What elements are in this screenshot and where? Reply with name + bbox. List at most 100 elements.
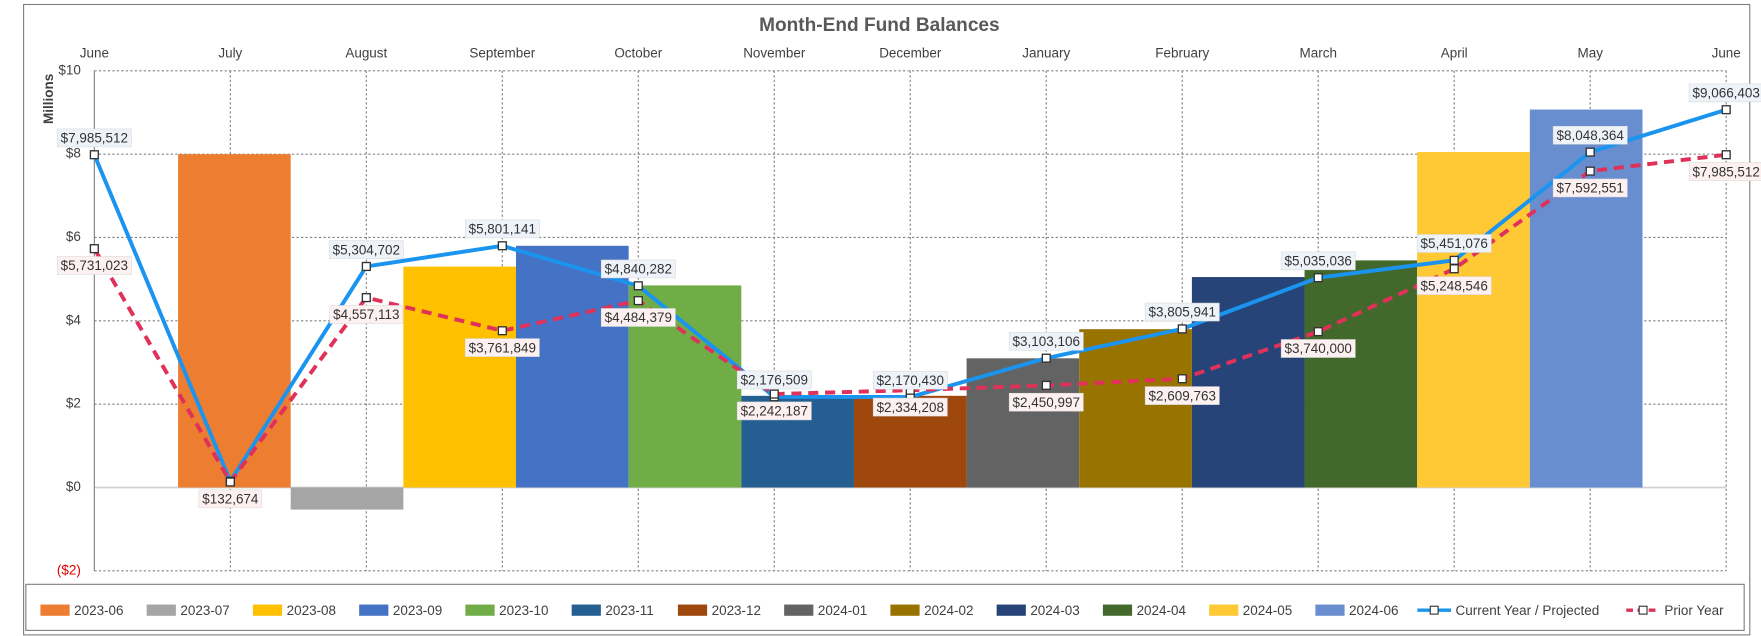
data-label-bg: [1552, 178, 1628, 198]
y-tick-label: $6: [66, 229, 81, 244]
data-label-bg: [600, 308, 676, 327]
data-label: $2,609,763: [1149, 388, 1216, 403]
legend-label: 2024-01: [818, 603, 867, 618]
legend-marker: [1429, 605, 1439, 615]
line-marker: [1177, 324, 1187, 334]
y-tick-label: $4: [66, 312, 81, 327]
legend-label: 2024-04: [1137, 603, 1187, 618]
data-label-bg: [872, 370, 948, 390]
legend-swatch: [359, 604, 389, 616]
x-tick-label: May: [1577, 45, 1603, 60]
data-label-bg: [1416, 276, 1492, 295]
line-marker: [1449, 264, 1459, 274]
line-marker: [361, 292, 371, 303]
x-tick-label: July: [218, 45, 242, 60]
legend-label: 2023-10: [499, 603, 548, 618]
data-label-bg: [464, 219, 540, 239]
legend-label: 2024-03: [1030, 603, 1079, 618]
data-label-bg: [1280, 339, 1356, 358]
x-tick-label: November: [743, 45, 806, 60]
line-marker: [1177, 374, 1187, 384]
legend-label: 2023-08: [287, 603, 336, 618]
data-label-bg: [1144, 386, 1220, 405]
data-label-bg: [56, 256, 132, 275]
line-marker: [769, 389, 779, 399]
data-label-bg: [1144, 302, 1220, 322]
data-label-bg: [600, 259, 676, 279]
data-label-bg: [1552, 125, 1628, 145]
legend-swatch: [1315, 604, 1345, 616]
bar: [516, 245, 629, 488]
legend-label: Prior Year: [1664, 603, 1724, 618]
data-label: $5,035,036: [1285, 254, 1352, 269]
x-tick-label: June: [80, 45, 109, 60]
line-marker: [1721, 105, 1731, 115]
data-label: $2,176,509: [741, 373, 808, 388]
data-label: $4,840,282: [605, 262, 672, 277]
y-tick-label: ($2): [57, 562, 81, 577]
data-label: $132,674: [202, 492, 259, 507]
y-tick-label: $8: [66, 146, 81, 161]
chart-title: Month-End Fund Balances: [759, 15, 1000, 36]
bar: [178, 154, 291, 488]
x-tick-label: August: [345, 45, 387, 60]
data-label: $4,557,113: [333, 307, 399, 322]
legend-box: [25, 583, 1745, 631]
data-label: $9,066,403: [1693, 86, 1760, 101]
data-label: $2,242,187: [741, 404, 808, 419]
data-label-bg: [198, 489, 263, 509]
line-marker: [1313, 273, 1323, 283]
line-marker: [225, 477, 235, 487]
data-label: $3,103,106: [1013, 334, 1080, 349]
data-label: $8,048,364: [1557, 128, 1625, 143]
data-label-bg: [1688, 162, 1761, 181]
line-marker: [89, 150, 99, 160]
line-marker: [1041, 353, 1051, 363]
x-tick-label: October: [614, 45, 662, 60]
x-tick-label: January: [1022, 45, 1070, 60]
line-marker: [1313, 327, 1323, 337]
data-label-bg: [1008, 392, 1084, 412]
line-marker: [1585, 166, 1595, 176]
bar: [1079, 329, 1192, 488]
data-label: $2,334,208: [877, 400, 944, 415]
bar: [966, 358, 1080, 488]
line-marker: [361, 261, 371, 272]
legend-swatch: [890, 604, 920, 616]
legend-swatch: [146, 604, 176, 616]
legend-label: 2024-05: [1243, 603, 1292, 618]
y-tick-label: $0: [66, 479, 81, 494]
data-label: $2,450,997: [1013, 395, 1080, 410]
legend-swatch: [996, 604, 1026, 616]
legend-label: 2024-02: [924, 603, 973, 618]
line-marker: [1449, 255, 1459, 265]
data-label: $5,248,546: [1421, 278, 1488, 293]
legend-swatch: [252, 604, 283, 616]
legend-label: 2023-12: [712, 603, 761, 618]
legend-label: 2023-09: [393, 603, 442, 618]
x-tick-label: March: [1300, 45, 1337, 60]
y-tick-label: $10: [58, 62, 80, 77]
legend-label: Current Year / Projected: [1456, 603, 1600, 618]
line-marker: [497, 241, 507, 251]
legend-label: 2023-07: [180, 603, 229, 618]
bar: [403, 266, 517, 488]
legend-swatch: [1102, 604, 1133, 616]
x-tick-label: April: [1441, 45, 1468, 60]
data-label: $7,985,512: [1693, 164, 1760, 179]
data-label-bg: [56, 128, 132, 148]
y-tick-label: $2: [66, 396, 81, 411]
data-label: $2,170,430: [877, 373, 944, 388]
data-label-bg: [1688, 83, 1761, 103]
data-label-bg: [1416, 234, 1492, 253]
data-label-bg: [1280, 251, 1356, 271]
data-label: $4,484,379: [605, 310, 672, 325]
x-tick-label: February: [1155, 45, 1209, 60]
legend-label: 2023-06: [74, 603, 123, 618]
legend-swatch: [784, 604, 814, 616]
legend-label: 2024-06: [1349, 603, 1398, 618]
bar: [290, 487, 404, 510]
line-marker: [1041, 380, 1051, 390]
data-label-bg: [329, 305, 404, 324]
